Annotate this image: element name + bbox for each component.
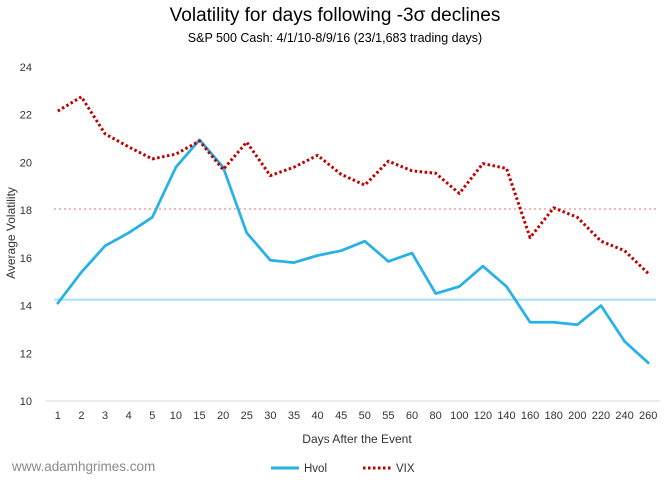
x-tick-label: 60 <box>406 410 418 422</box>
y-tick-label: 16 <box>20 253 32 265</box>
y-axis-ticks: 10 12 14 16 18 20 22 24 <box>20 62 32 408</box>
x-tick-label: 1 <box>55 410 61 422</box>
x-tick-label: 20 <box>217 410 229 422</box>
y-tick-label: 10 <box>20 396 32 408</box>
x-tick-label: 55 <box>382 410 394 422</box>
series-line-hvol <box>56 138 650 365</box>
y-tick-label: 24 <box>20 62 32 74</box>
x-tick-label: 30 <box>264 410 276 422</box>
x-tick-label: 200 <box>568 410 586 422</box>
x-tick-label: 25 <box>241 410 253 422</box>
legend: Hvol VIX <box>271 463 415 475</box>
x-tick-label: 2 <box>78 410 84 422</box>
x-tick-label: 4 <box>126 410 132 422</box>
chart-title: Volatility for days following -3σ declin… <box>170 5 501 26</box>
x-tick-label: 240 <box>615 410 633 422</box>
x-tick-label: 160 <box>521 410 539 422</box>
reference-lines <box>54 207 656 301</box>
x-tick-label: 50 <box>359 410 371 422</box>
x-tick-label: 10 <box>170 410 182 422</box>
x-tick-label: 40 <box>311 410 323 422</box>
x-tick-label: 100 <box>450 410 468 422</box>
x-tick-label: 45 <box>335 410 347 422</box>
legend-label: VIX <box>396 463 415 475</box>
legend-label: Hvol <box>304 463 327 475</box>
x-tick-label: 140 <box>497 410 515 422</box>
y-tick-label: 22 <box>20 110 32 122</box>
x-tick-label: 180 <box>545 410 563 422</box>
x-tick-label: 15 <box>193 410 205 422</box>
series-line-vix <box>57 95 650 275</box>
x-axis-ticks: 1 2 3 4 5 10 15 20 25 30 35 40 45 50 55 60 80 100 120 140 16… <box>55 410 658 422</box>
y-tick-label: 20 <box>20 157 32 169</box>
y-tick-label: 14 <box>20 301 32 313</box>
x-tick-label: 260 <box>639 410 657 422</box>
x-axis-label: Days After the Event <box>302 432 412 446</box>
x-tick-label: 3 <box>102 410 108 422</box>
x-tick-label: 35 <box>288 410 300 422</box>
x-tick-label: 220 <box>592 410 610 422</box>
series-lines <box>56 95 650 365</box>
x-tick-label: 80 <box>430 410 442 422</box>
x-tick-label: 5 <box>149 410 155 422</box>
watermark: www.adamhgrimes.com <box>11 459 155 474</box>
x-tick-label: 120 <box>474 410 492 422</box>
y-axis-label: Average Volatility <box>4 187 18 279</box>
chart-subtitle: S&P 500 Cash: 4/1/10-8/9/16 (23/1,683 tr… <box>188 31 482 45</box>
y-tick-label: 18 <box>20 205 32 217</box>
y-tick-label: 12 <box>20 348 32 360</box>
